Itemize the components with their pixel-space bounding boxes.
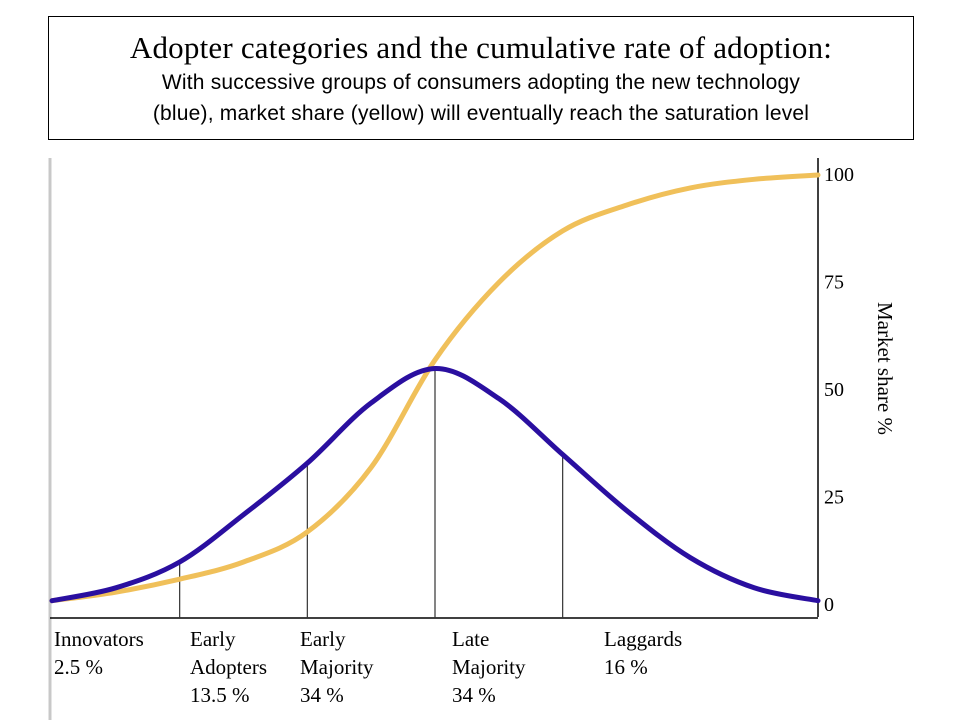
category-name: Laggards bbox=[604, 627, 682, 651]
y-tick-label-75: 75 bbox=[824, 272, 844, 294]
y-tick-label-100: 100 bbox=[824, 164, 854, 186]
category-percent: 34 % bbox=[300, 683, 344, 707]
y-tick-label-0: 0 bbox=[824, 594, 834, 616]
category-label-3: Early Majority 34 % bbox=[300, 627, 374, 707]
category-percent: 34 % bbox=[452, 683, 496, 707]
category-percent: 13.5 % bbox=[190, 683, 250, 707]
category-percent: 2.5 % bbox=[54, 655, 103, 679]
chart-subtitle-line-1: With successive groups of consumers adop… bbox=[161, 71, 801, 94]
category-label-1: Innovators 2.5 % bbox=[54, 627, 144, 679]
y-axis-title: Market share % bbox=[873, 302, 897, 435]
adoption-line bbox=[49, 365, 821, 604]
category-name: Innovators bbox=[54, 627, 144, 651]
market-share-line bbox=[49, 172, 821, 604]
y-tick-label-25: 25 bbox=[824, 487, 844, 509]
category-name: Adopters bbox=[190, 655, 267, 679]
category-name: Early bbox=[190, 627, 236, 651]
category-label-2: Early Adopters 13.5 % bbox=[190, 627, 267, 707]
y-tick-label-50: 50 bbox=[824, 379, 844, 401]
chart-title: Adopter categories and the cumulative ra… bbox=[129, 30, 833, 65]
chart-subtitle-line-2: (blue), market share (yellow) will event… bbox=[152, 102, 810, 125]
category-label-5: Laggards 16 % bbox=[604, 627, 682, 679]
category-label-4: Late Majority 34 % bbox=[452, 627, 526, 707]
category-name: Late bbox=[452, 627, 489, 651]
category-percent: 16 % bbox=[604, 655, 648, 679]
category-name: Early bbox=[300, 627, 346, 651]
category-name: Majority bbox=[452, 655, 526, 679]
category-name: Majority bbox=[300, 655, 374, 679]
title-box: Adopter categories and the cumulative ra… bbox=[48, 16, 914, 140]
